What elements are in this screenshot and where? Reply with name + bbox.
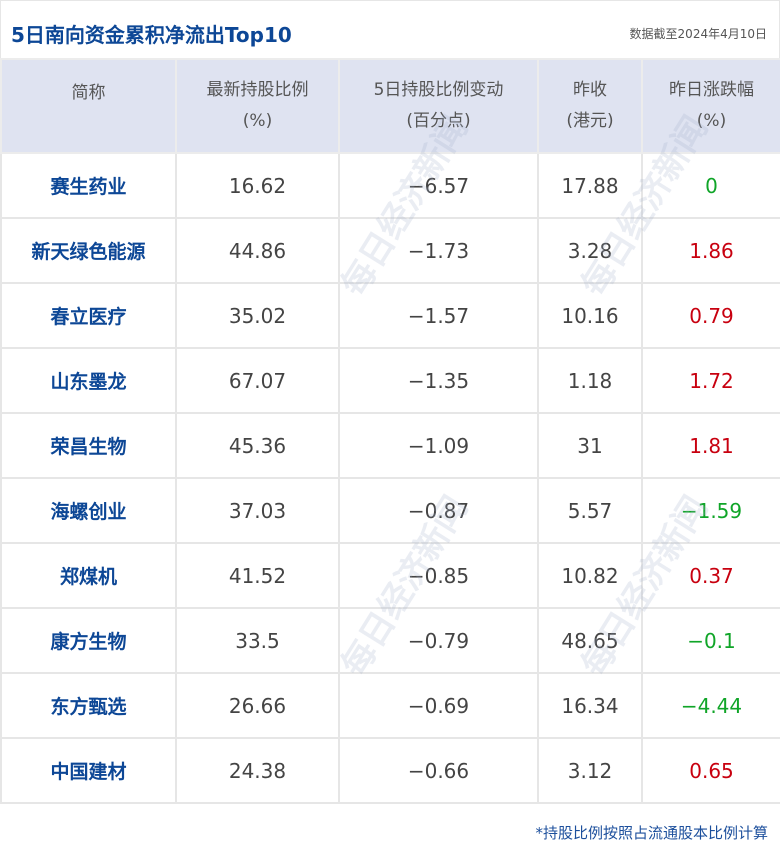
close-price: 1.18: [537, 347, 643, 414]
stock-name: 海螺创业: [0, 477, 177, 544]
table-row: 赛生药业 16.62 −6.57 17.88 0: [0, 152, 780, 219]
holding-ratio: 33.5: [175, 607, 340, 674]
table-row: 新天绿色能源 44.86 −1.73 3.28 1.86: [0, 217, 780, 284]
stock-name: 春立医疗: [0, 282, 177, 349]
table-row: 东方甄选 26.66 −0.69 16.34 −4.44: [0, 672, 780, 739]
column-header-label: 最新持股比例: [206, 80, 309, 100]
close-price: 5.57: [537, 477, 643, 544]
column-header: 最新持股比例 (%): [175, 58, 340, 154]
column-header-label: 5日持股比例变动: [373, 80, 504, 100]
holding-ratio: 67.07: [175, 347, 340, 414]
column-header-label: 简称: [71, 83, 106, 103]
close-price: 10.16: [537, 282, 643, 349]
table-row: 康方生物 33.5 −0.79 48.65 −0.1: [0, 607, 780, 674]
close-price: 48.65: [537, 607, 643, 674]
daily-change-pct: 1.81: [641, 412, 780, 479]
daily-change-pct: 0.65: [641, 737, 780, 804]
outflow-table: 简称 最新持股比例 (%) 5日持股比例变动 (百分点) 昨收 (港元) 昨日涨跌幅 (%) 赛…: [0, 58, 780, 804]
footnote: *持股比例按照占流通股本比例计算: [535, 824, 768, 842]
close-price: 10.82: [537, 542, 643, 609]
stock-name: 新天绿色能源: [0, 217, 177, 284]
close-price: 3.28: [537, 217, 643, 284]
stock-name: 赛生药业: [0, 152, 177, 219]
page-title: 5日南向资金累积净流出Top10: [11, 23, 292, 47]
column-header-unit: (%): [696, 111, 727, 131]
data-date: 数据截至2024年4月10日: [629, 27, 767, 41]
stock-name: 中国建材: [0, 737, 177, 804]
ratio-change: −0.87: [338, 477, 539, 544]
daily-change-pct: −1.59: [641, 477, 780, 544]
stock-name: 康方生物: [0, 607, 177, 674]
holding-ratio: 41.52: [175, 542, 340, 609]
daily-change-pct: 1.72: [641, 347, 780, 414]
stock-name: 荣昌生物: [0, 412, 177, 479]
daily-change-pct: −0.1: [641, 607, 780, 674]
holding-ratio: 16.62: [175, 152, 340, 219]
title-bar: 5日南向资金累积净流出Top10 数据截至2024年4月10日: [0, 0, 780, 58]
daily-change-pct: 0.37: [641, 542, 780, 609]
holding-ratio: 44.86: [175, 217, 340, 284]
ratio-change: −6.57: [338, 152, 539, 219]
table-header: 简称 最新持股比例 (%) 5日持股比例变动 (百分点) 昨收 (港元) 昨日涨跌幅 (%): [0, 58, 780, 154]
column-header: 简称: [0, 58, 177, 154]
ratio-change: −1.35: [338, 347, 539, 414]
column-header-label: 昨日涨跌幅: [669, 80, 754, 100]
holding-ratio: 45.36: [175, 412, 340, 479]
column-header-label: 昨收: [573, 80, 607, 100]
ratio-change: −1.09: [338, 412, 539, 479]
close-price: 31: [537, 412, 643, 479]
table-row: 荣昌生物 45.36 −1.09 31 1.81: [0, 412, 780, 479]
table-row: 郑煤机 41.52 −0.85 10.82 0.37: [0, 542, 780, 609]
table-row: 春立医疗 35.02 −1.57 10.16 0.79: [0, 282, 780, 349]
column-header: 昨收 (港元): [537, 58, 643, 154]
holding-ratio: 26.66: [175, 672, 340, 739]
close-price: 3.12: [537, 737, 643, 804]
table-row: 中国建材 24.38 −0.66 3.12 0.65: [0, 737, 780, 804]
column-header-unit: (%): [242, 111, 273, 131]
close-price: 16.34: [537, 672, 643, 739]
daily-change-pct: 0: [641, 152, 780, 219]
stock-name: 东方甄选: [0, 672, 177, 739]
daily-change-pct: −4.44: [641, 672, 780, 739]
holding-ratio: 35.02: [175, 282, 340, 349]
holding-ratio: 37.03: [175, 477, 340, 544]
daily-change-pct: 0.79: [641, 282, 780, 349]
table-row: 海螺创业 37.03 −0.87 5.57 −1.59: [0, 477, 780, 544]
stock-name: 山东墨龙: [0, 347, 177, 414]
stock-name: 郑煤机: [0, 542, 177, 609]
column-header-unit: (港元): [566, 111, 614, 131]
ratio-change: −0.85: [338, 542, 539, 609]
column-header: 昨日涨跌幅 (%): [641, 58, 780, 154]
column-header: 5日持股比例变动 (百分点): [338, 58, 539, 154]
close-price: 17.88: [537, 152, 643, 219]
holding-ratio: 24.38: [175, 737, 340, 804]
daily-change-pct: 1.86: [641, 217, 780, 284]
ratio-change: −0.66: [338, 737, 539, 804]
ratio-change: −1.57: [338, 282, 539, 349]
ratio-change: −0.79: [338, 607, 539, 674]
ratio-change: −1.73: [338, 217, 539, 284]
table-row: 山东墨龙 67.07 −1.35 1.18 1.72: [0, 347, 780, 414]
ratio-change: −0.69: [338, 672, 539, 739]
column-header-unit: (百分点): [406, 111, 471, 131]
